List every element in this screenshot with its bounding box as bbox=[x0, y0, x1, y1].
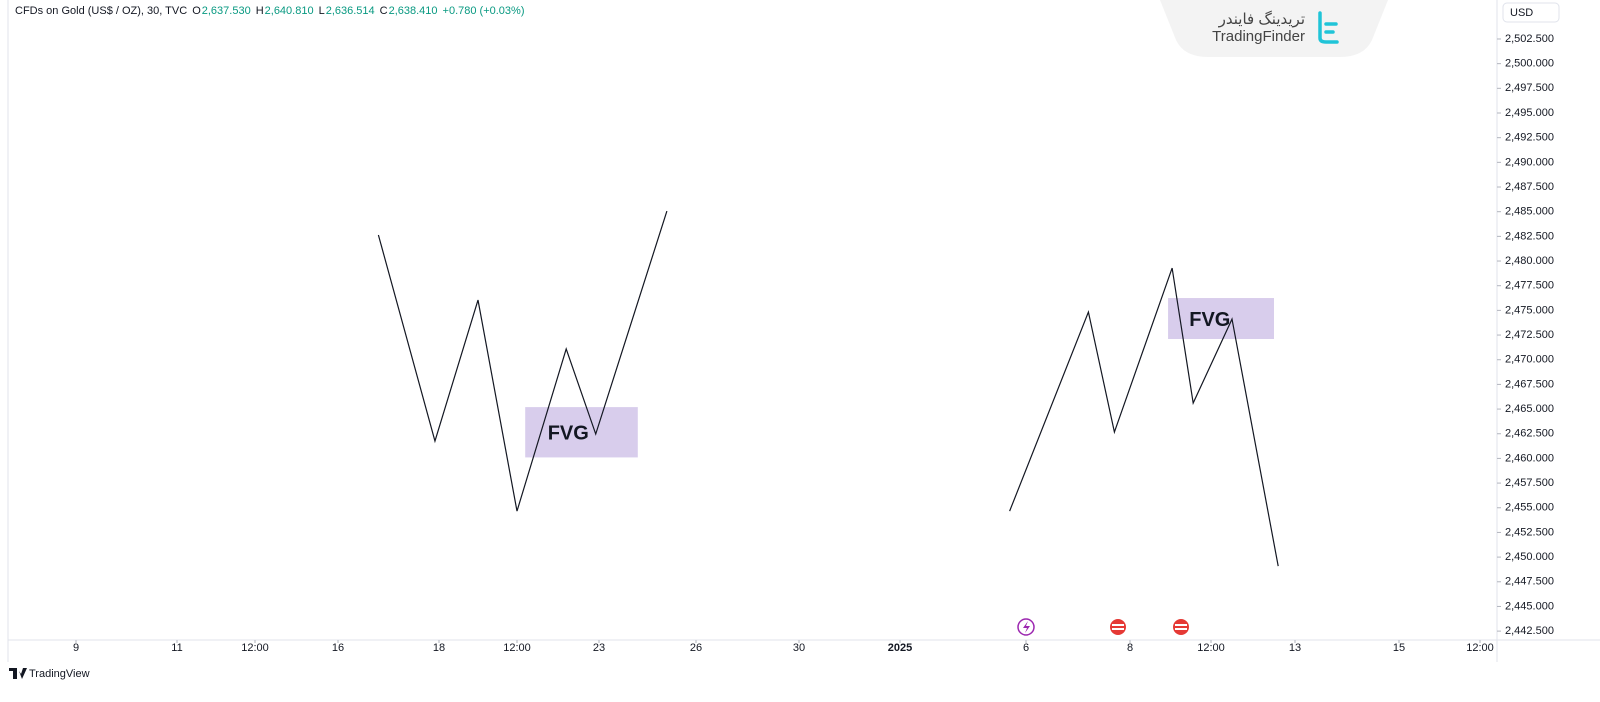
y-tick-label: 2,445.000 bbox=[1505, 600, 1554, 612]
event-bolt bbox=[1023, 621, 1030, 633]
price-line bbox=[377, 210, 668, 512]
ohlc-key: H bbox=[256, 5, 264, 17]
y-tick-label: 2,457.500 bbox=[1505, 477, 1554, 489]
price-line bbox=[1009, 267, 1279, 567]
x-tick-label: 18 bbox=[433, 642, 445, 654]
x-tick-label: 11 bbox=[171, 642, 182, 654]
logo-persian: تریدینگ فایندر bbox=[1218, 10, 1305, 28]
x-tick-label: 6 bbox=[1023, 642, 1029, 654]
ohlc-value: 2,636.514 bbox=[326, 5, 375, 17]
footer-brand: TradingView bbox=[29, 668, 90, 680]
y-tick-label: 2,477.500 bbox=[1505, 280, 1554, 292]
event-icons bbox=[1017, 618, 1189, 636]
logo-stroke bbox=[1318, 11, 1339, 44]
logo-name: TradingFinder bbox=[1212, 28, 1305, 45]
x-tick-label: 23 bbox=[593, 642, 605, 654]
flag-stripe bbox=[1175, 628, 1187, 630]
fvg-label: FVG bbox=[548, 423, 589, 445]
flag-stripe bbox=[1112, 624, 1124, 626]
y-tick-label: 2,442.500 bbox=[1505, 625, 1554, 637]
fvg-zone bbox=[1168, 298, 1274, 339]
logo-icon bbox=[1318, 11, 1339, 44]
y-tick-label: 2,467.500 bbox=[1505, 378, 1554, 390]
y-tick-label: 2,480.000 bbox=[1505, 255, 1554, 267]
flag-stripe bbox=[1175, 624, 1187, 626]
y-tick-label: 2,447.500 bbox=[1505, 576, 1554, 588]
ohlc-key: L bbox=[319, 5, 325, 17]
y-tick-label: 2,452.500 bbox=[1505, 526, 1554, 538]
ohlc-value: 2,638.410 bbox=[389, 5, 438, 17]
symbol: CFDs on Gold (US$ / OZ), 30, TVC bbox=[15, 5, 187, 17]
y-tick-label: 2,495.000 bbox=[1505, 107, 1554, 119]
logo-stroke bbox=[1324, 22, 1338, 34]
x-tick-label: 12:00 bbox=[241, 642, 269, 654]
y-tick-label: 2,450.000 bbox=[1505, 551, 1554, 563]
y-tick-label: 2,485.000 bbox=[1505, 206, 1554, 218]
currency-box[interactable] bbox=[1502, 2, 1560, 23]
fvg-zone bbox=[525, 407, 638, 458]
ohlc-value: 2,637.530 bbox=[202, 5, 251, 17]
y-tick-label: 2,497.500 bbox=[1505, 82, 1554, 94]
change: +0.780 (+0.03%) bbox=[443, 5, 525, 17]
x-tick-label: 12:00 bbox=[503, 642, 531, 654]
flag-stripe bbox=[1112, 628, 1124, 630]
y-tick-label: 2,487.500 bbox=[1505, 181, 1554, 193]
y-tick-label: 2,470.000 bbox=[1505, 354, 1554, 366]
x-tick-label: 2025 bbox=[888, 642, 912, 654]
x-tick-label: 16 bbox=[332, 642, 344, 654]
x-tick-label: 15 bbox=[1393, 642, 1405, 654]
y-tick-label: 2,455.000 bbox=[1505, 502, 1554, 514]
tv-logo bbox=[9, 668, 27, 679]
event-icon[interactable] bbox=[1173, 619, 1189, 635]
x-tick-label: 30 bbox=[793, 642, 805, 654]
ohlc-key: O bbox=[192, 5, 201, 17]
x-tick-label: 26 bbox=[690, 642, 702, 654]
x-tick-label: 13 bbox=[1289, 642, 1301, 654]
y-tick-label: 2,475.000 bbox=[1505, 304, 1554, 316]
y-tick-label: 2,482.500 bbox=[1505, 230, 1554, 242]
y-tick-label: 2,462.500 bbox=[1505, 428, 1554, 440]
x-tick-label: 8 bbox=[1127, 642, 1133, 654]
y-tick-label: 2,490.000 bbox=[1505, 156, 1554, 168]
y-tick-label: 2,472.500 bbox=[1505, 329, 1554, 341]
y-tick-label: 2,500.000 bbox=[1505, 58, 1554, 70]
x-tick-label: 9 bbox=[73, 642, 79, 654]
x-tick-label: 12:00 bbox=[1197, 642, 1225, 654]
event-icon[interactable] bbox=[1110, 619, 1126, 635]
fvg-label: FVG bbox=[1189, 309, 1230, 331]
x-tick-label: 12:00 bbox=[1466, 642, 1494, 654]
ohlc-value: 2,640.810 bbox=[265, 5, 314, 17]
y-tick-label: 2,492.500 bbox=[1505, 132, 1554, 144]
y-tick-label: 2,460.000 bbox=[1505, 452, 1554, 464]
y-tick-label: 2,502.500 bbox=[1505, 33, 1554, 45]
currency[interactable]: USD bbox=[1510, 7, 1533, 19]
ohlc-key: C bbox=[380, 5, 388, 17]
y-tick-label: 2,465.000 bbox=[1505, 403, 1554, 415]
